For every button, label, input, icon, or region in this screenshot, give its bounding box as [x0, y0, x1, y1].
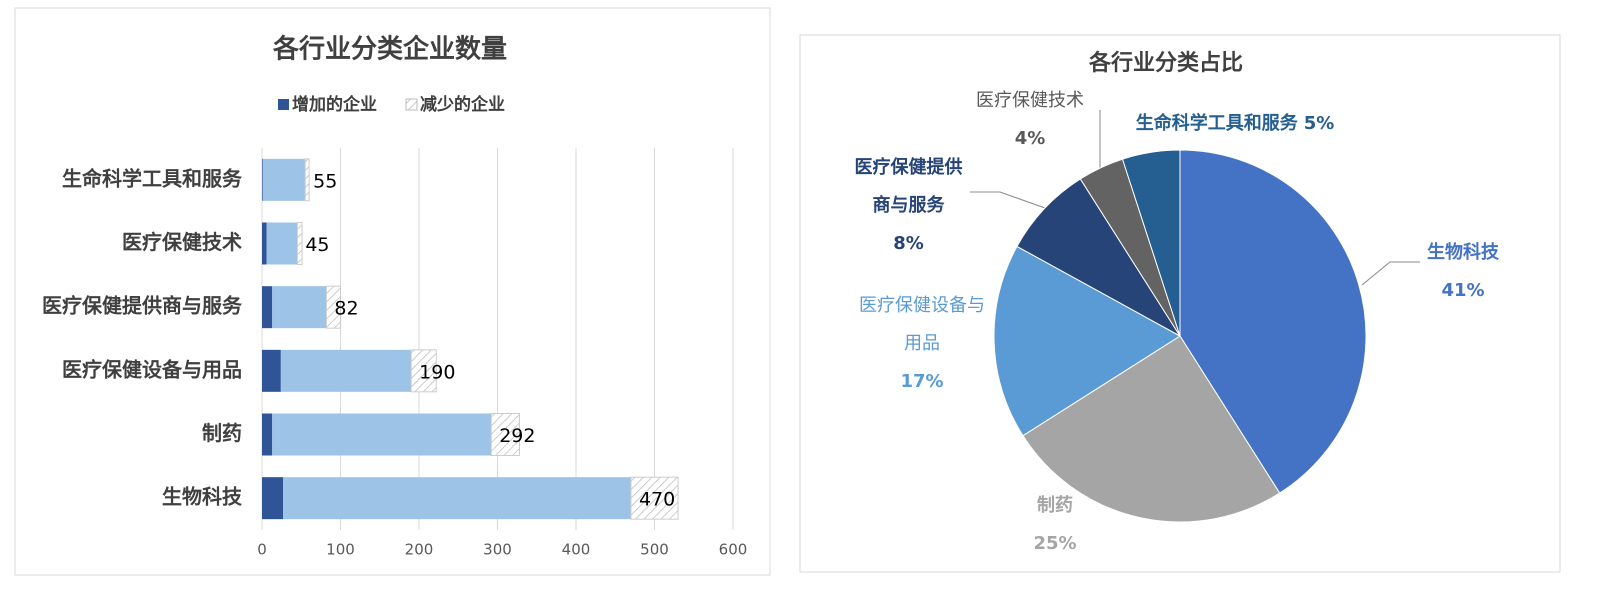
pie-label-value: 8% [893, 233, 924, 254]
pie-label-name: 生物科技 [1427, 242, 1499, 263]
pie-label: 生命科学工具和服务 5% [1110, 105, 1360, 143]
left-panel [14, 7, 771, 576]
bar-segment [325, 285, 341, 329]
bar-segment [262, 158, 306, 201]
pie-label: 医疗保健提供商与服务 8% [846, 149, 971, 263]
legend-label: 增加的企业 [292, 94, 377, 115]
bar-segment [280, 349, 412, 392]
bar-segment [262, 413, 273, 456]
pie-label: 医疗保健技术 4% [960, 82, 1100, 158]
bar-segment [283, 477, 631, 520]
x-tick-label: 400 [562, 541, 591, 559]
pie-label-value: 41% [1441, 280, 1485, 301]
bar-segment [262, 222, 267, 265]
bar-segment [262, 349, 281, 392]
y-tick-label: 医疗保健提供商与服务 [42, 294, 243, 318]
total-label: 292 [499, 425, 535, 447]
legend-label: 减少的企业 [420, 94, 505, 115]
y-tick-label: 生命科学工具和服务 [62, 166, 243, 190]
pie-slice [993, 245, 1181, 437]
bar-segment [304, 158, 310, 202]
bar-segment [262, 286, 273, 329]
right-panel [799, 34, 1561, 573]
chart-title: 各行业分类占比 [1088, 50, 1243, 76]
pie-slice [1022, 335, 1281, 523]
y-tick-label: 医疗保健技术 [122, 230, 242, 254]
pie-label: 制药 25% [985, 487, 1125, 563]
pie-label-value: 17% [900, 371, 944, 392]
pie-slice [1179, 149, 1367, 494]
leader-lines [970, 110, 1420, 286]
bar-segment [272, 286, 327, 329]
bar-segment [410, 349, 437, 393]
y-tick-label: 医疗保健设备与用品 [62, 357, 242, 381]
bar-segment [490, 413, 520, 456]
total-label: 190 [419, 361, 455, 383]
pie-slice [1121, 149, 1181, 337]
bar-segment [262, 158, 263, 201]
x-tick-label: 200 [405, 541, 434, 559]
pie-label-name: 医疗保健技术 [976, 90, 1084, 111]
x-tick-label: 600 [719, 541, 748, 559]
x-tick-label: 300 [483, 541, 512, 559]
pie-label-name: 医疗保健设备与用品 [859, 295, 985, 354]
pie-label-name: 制药 [1037, 495, 1073, 516]
total-label: 55 [313, 170, 337, 192]
bar-segment [272, 413, 492, 456]
pie-label-name: 医疗保健提供商与服务 [854, 157, 963, 216]
pie-label-value: 25% [1033, 533, 1077, 554]
legend-swatch [278, 99, 289, 110]
bar-segment [296, 222, 303, 265]
pie-label-value: 5% [1303, 113, 1335, 134]
bar-segment [262, 477, 284, 520]
x-tick-label: 0 [257, 541, 267, 559]
pie-label-name: 生命科学工具和服务 [1135, 113, 1298, 134]
total-label: 470 [639, 489, 675, 511]
x-tick-label: 500 [640, 541, 669, 559]
pie-label: 医疗保健设备与用品 17% [852, 287, 992, 401]
chart-title: 各行业分类企业数量 [272, 34, 507, 65]
x-tick-label: 100 [326, 541, 355, 559]
total-label: 45 [305, 234, 329, 256]
y-tick-label: 生物科技 [162, 485, 243, 509]
y-tick-label: 制药 [202, 421, 242, 445]
pie-label: 生物科技 41% [1393, 234, 1533, 310]
pie-label-value: 4% [1014, 128, 1046, 149]
total-label: 82 [334, 298, 358, 320]
pie-slice [1016, 178, 1181, 337]
bar-segment [266, 222, 298, 265]
legend-swatch [405, 98, 418, 111]
bar-segment [630, 476, 679, 520]
